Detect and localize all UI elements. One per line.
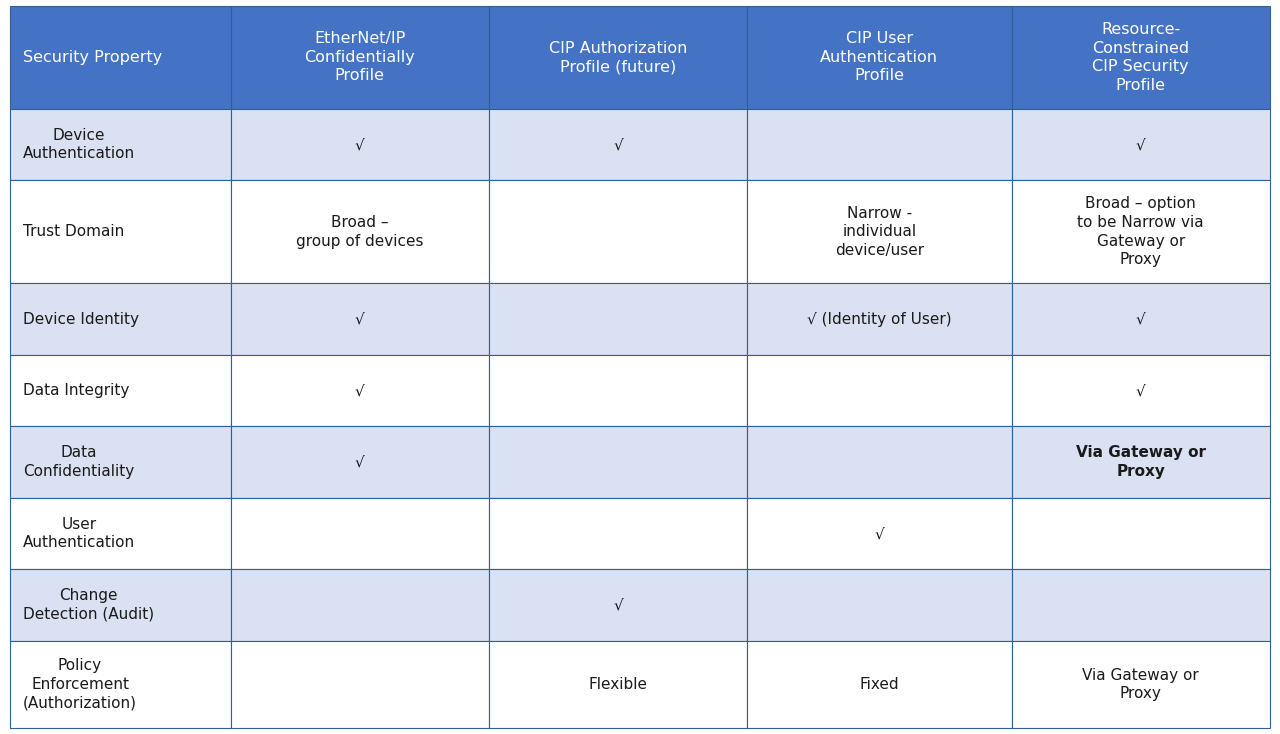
Text: Narrow -
individual
device/user: Narrow - individual device/user	[835, 206, 924, 258]
Bar	[748, 641, 1011, 728]
Text: Change
Detection (Audit): Change Detection (Audit)	[23, 589, 154, 622]
Bar	[489, 355, 748, 426]
Text: Security Property: Security Property	[23, 50, 163, 65]
Text: Broad –
group of devices: Broad – group of devices	[296, 215, 424, 249]
Text: Via Gateway or
Proxy: Via Gateway or Proxy	[1083, 668, 1199, 701]
Bar	[230, 570, 489, 641]
Bar	[1011, 426, 1270, 498]
Text: Resource-
Constrained
CIP Security
Profile: Resource- Constrained CIP Security Profi…	[1092, 22, 1189, 92]
Bar	[10, 6, 230, 109]
Text: EtherNet/IP
Confidentially
Profile: EtherNet/IP Confidentially Profile	[305, 32, 415, 84]
Bar	[1011, 498, 1270, 570]
Bar	[1011, 283, 1270, 355]
Bar	[1011, 641, 1270, 728]
Bar	[10, 641, 230, 728]
Bar	[230, 641, 489, 728]
Bar	[10, 498, 230, 570]
Bar	[10, 426, 230, 498]
Bar	[230, 283, 489, 355]
Bar	[489, 181, 748, 283]
Bar	[10, 570, 230, 641]
Bar	[1011, 109, 1270, 181]
Text: Broad – option
to be Narrow via
Gateway or
Proxy: Broad – option to be Narrow via Gateway …	[1078, 197, 1204, 267]
Text: √ (Identity of User): √ (Identity of User)	[806, 311, 951, 327]
Bar	[489, 426, 748, 498]
Bar	[230, 426, 489, 498]
Text: √: √	[874, 526, 884, 541]
Bar	[1011, 570, 1270, 641]
Text: Trust Domain: Trust Domain	[23, 225, 124, 239]
Bar	[10, 283, 230, 355]
Text: CIP User
Authentication
Profile: CIP User Authentication Profile	[820, 32, 938, 84]
Bar	[10, 109, 230, 181]
Bar	[10, 181, 230, 283]
Bar	[230, 181, 489, 283]
Bar	[489, 641, 748, 728]
Text: √: √	[355, 137, 365, 152]
Bar	[1011, 6, 1270, 109]
Bar	[230, 355, 489, 426]
Bar	[10, 355, 230, 426]
Bar	[489, 498, 748, 570]
Bar	[748, 355, 1011, 426]
Bar	[748, 283, 1011, 355]
Text: √: √	[613, 137, 623, 152]
Text: √: √	[355, 311, 365, 327]
Text: Device Identity: Device Identity	[23, 311, 140, 327]
Text: Data
Confidentiality: Data Confidentiality	[23, 446, 134, 479]
Text: √: √	[1135, 137, 1146, 152]
Bar	[1011, 355, 1270, 426]
Text: Flexible: Flexible	[589, 677, 648, 692]
Bar	[748, 498, 1011, 570]
Text: Data Integrity: Data Integrity	[23, 383, 129, 398]
Text: User
Authentication: User Authentication	[23, 517, 136, 550]
Text: Device
Authentication: Device Authentication	[23, 128, 136, 161]
Bar	[748, 570, 1011, 641]
Text: √: √	[1135, 383, 1146, 398]
Bar	[230, 6, 489, 109]
Bar	[1011, 181, 1270, 283]
Bar	[489, 283, 748, 355]
Bar	[748, 6, 1011, 109]
Bar	[230, 109, 489, 181]
Text: CIP Authorization
Profile (future): CIP Authorization Profile (future)	[549, 40, 687, 74]
Bar	[489, 6, 748, 109]
Text: √: √	[355, 454, 365, 470]
Bar	[748, 109, 1011, 181]
Text: Fixed: Fixed	[859, 677, 899, 692]
Bar	[748, 181, 1011, 283]
Text: √: √	[1135, 311, 1146, 327]
Bar	[230, 498, 489, 570]
Bar	[489, 109, 748, 181]
Text: √: √	[355, 383, 365, 398]
Text: Policy
Enforcement
(Authorization): Policy Enforcement (Authorization)	[23, 658, 137, 711]
Text: Via Gateway or
Proxy: Via Gateway or Proxy	[1075, 446, 1206, 479]
Bar	[748, 426, 1011, 498]
Bar	[489, 570, 748, 641]
Text: √: √	[613, 597, 623, 613]
